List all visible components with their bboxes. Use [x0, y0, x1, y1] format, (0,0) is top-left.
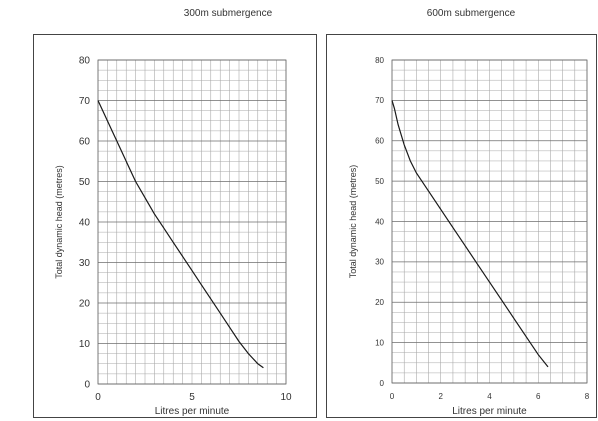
plot-area-border [97, 59, 287, 385]
chart-2-title: 600m submergence [426, 8, 516, 19]
x-tick-label: 10 [280, 392, 292, 403]
x-tick-label: 8 [585, 392, 590, 401]
x-tick-label: 6 [536, 392, 541, 401]
series-line [391, 100, 549, 368]
y-tick-label: 50 [79, 177, 91, 188]
chart-2-grid [391, 59, 588, 384]
y-tick-label: 60 [375, 137, 384, 146]
y-tick-label: 70 [375, 96, 384, 105]
y-tick-label: 0 [84, 380, 90, 391]
y-tick-label: 50 [375, 177, 384, 186]
y-tick-label: 30 [79, 258, 91, 269]
y-tick-label: 80 [79, 56, 91, 67]
y-tick-label: 30 [375, 258, 384, 267]
plot-area-border [391, 59, 588, 384]
y-tick-label: 10 [375, 338, 384, 347]
x-tick-label: 4 [487, 392, 492, 401]
chart-1-title: 300m submergence [183, 8, 273, 19]
x-axis-label: Litres per minute [452, 406, 527, 417]
y-tick-label: 20 [375, 298, 384, 307]
series-line [97, 100, 264, 369]
y-tick-label: 60 [79, 137, 91, 148]
x-tick-label: 0 [390, 392, 395, 401]
chart-2-frame [326, 34, 597, 418]
y-tick-label: 40 [375, 217, 384, 226]
y-tick-label: 40 [79, 218, 91, 229]
x-tick-label: 0 [95, 392, 101, 403]
y-axis-label: Total dynamic head (metres) [348, 165, 358, 279]
chart-1-frame [33, 34, 317, 418]
y-tick-label: 80 [375, 56, 384, 65]
y-tick-label: 0 [380, 379, 385, 388]
y-tick-label: 20 [79, 299, 91, 310]
x-tick-label: 5 [189, 392, 195, 403]
y-axis-label: Total dynamic head (metres) [54, 165, 64, 279]
x-axis-label: Litres per minute [155, 406, 230, 417]
x-tick-label: 2 [439, 392, 444, 401]
y-tick-label: 70 [79, 96, 91, 107]
y-tick-label: 10 [79, 339, 91, 350]
